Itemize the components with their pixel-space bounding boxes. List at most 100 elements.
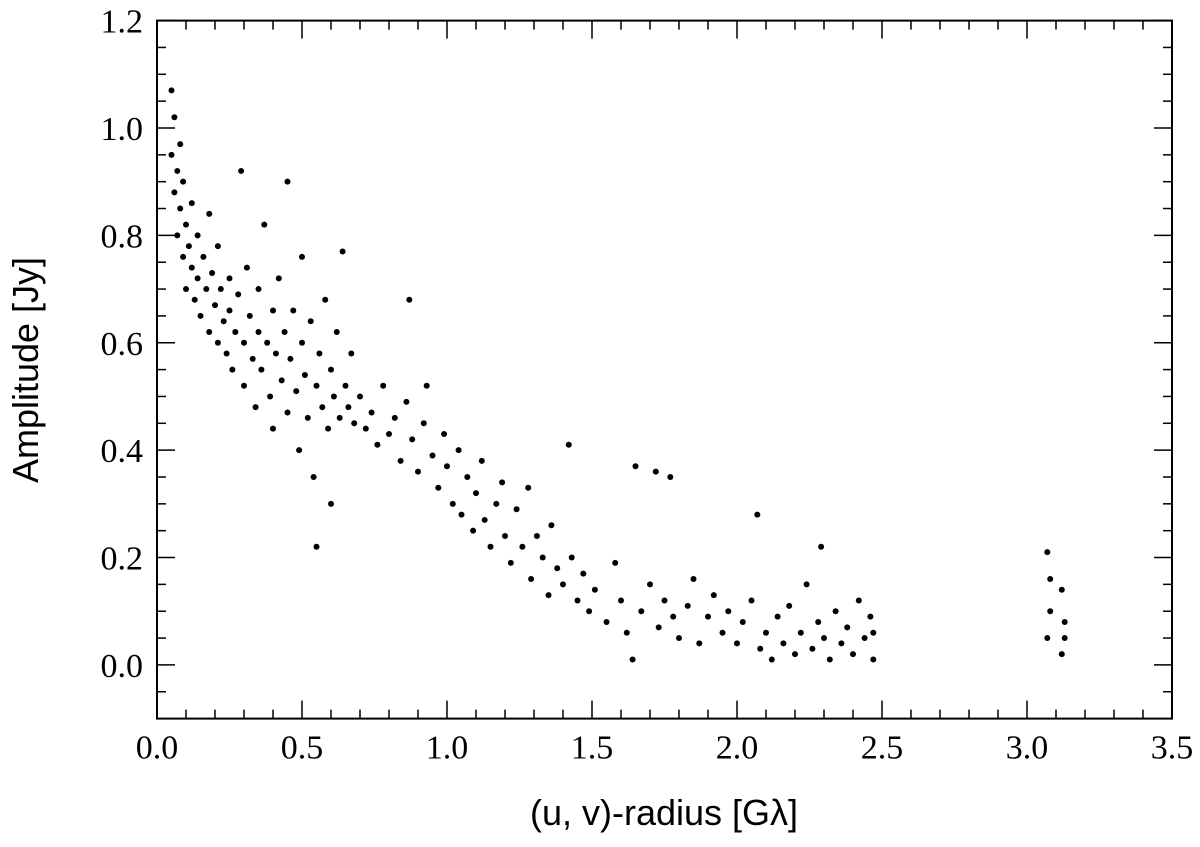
point: [409, 436, 416, 443]
point: [832, 608, 839, 615]
point: [568, 554, 575, 561]
point: [870, 629, 877, 636]
point: [180, 253, 187, 260]
point: [380, 382, 387, 389]
point: [235, 291, 242, 298]
point: [270, 425, 276, 432]
point: [287, 355, 294, 362]
point: [855, 597, 862, 604]
point: [255, 329, 262, 336]
point: [861, 635, 868, 642]
point: [249, 355, 256, 362]
point: [214, 339, 221, 346]
point: [316, 350, 323, 357]
point: [455, 447, 462, 454]
point: [499, 479, 506, 486]
point: [299, 253, 305, 260]
y-tick-label: 1.0: [101, 111, 144, 148]
x-tick-label: 0.5: [281, 730, 324, 767]
point: [574, 597, 581, 604]
plot-frame: [156, 19, 1173, 720]
point: [481, 516, 488, 523]
point: [229, 366, 236, 373]
point: [464, 473, 471, 480]
point: [171, 189, 178, 196]
point: [296, 447, 303, 454]
point: [655, 624, 662, 631]
x-tick-label: 1.5: [571, 730, 614, 767]
point: [217, 286, 224, 293]
x-tick-label: 2.0: [716, 730, 759, 767]
point: [168, 87, 175, 94]
point: [1047, 608, 1054, 615]
point: [272, 350, 279, 357]
point: [299, 339, 305, 346]
point: [478, 457, 485, 464]
point: [647, 581, 653, 588]
point: [339, 248, 346, 255]
point: [313, 382, 320, 389]
point: [603, 618, 610, 625]
point: [1044, 635, 1051, 642]
point: [328, 500, 334, 507]
point: [226, 307, 233, 314]
point: [565, 441, 572, 448]
point: [725, 608, 732, 615]
point: [261, 221, 268, 228]
point: [1047, 576, 1054, 582]
point: [435, 484, 442, 491]
point: [768, 656, 775, 663]
point: [763, 629, 769, 636]
point: [325, 425, 332, 432]
point: [415, 468, 421, 475]
point: [652, 468, 659, 475]
point: [444, 463, 450, 470]
y-axis-label: Amplitude [Jy]: [5, 257, 46, 483]
point: [423, 382, 430, 389]
point: [270, 307, 276, 314]
point: [304, 414, 311, 421]
point: [264, 339, 271, 346]
point: [319, 404, 326, 411]
point: [406, 296, 413, 303]
point: [403, 398, 410, 405]
point: [734, 640, 740, 647]
point: [197, 312, 204, 319]
point: [638, 608, 645, 615]
y-tick-label: 0.0: [101, 648, 144, 685]
point: [200, 253, 207, 260]
point: [177, 141, 184, 148]
point: [676, 635, 682, 642]
point: [618, 597, 624, 604]
point: [696, 640, 703, 647]
point: [493, 500, 500, 507]
point: [797, 629, 804, 636]
point: [333, 329, 340, 336]
point: [206, 210, 213, 217]
point: [623, 629, 630, 636]
point: [487, 543, 494, 550]
point: [351, 420, 358, 427]
point: [345, 404, 352, 411]
point: [348, 350, 355, 357]
point: [754, 511, 761, 518]
point: [301, 371, 308, 378]
point: [223, 350, 230, 357]
point: [183, 286, 189, 293]
point: [844, 624, 851, 631]
point: [667, 473, 674, 480]
point: [174, 167, 181, 174]
point: [206, 329, 213, 336]
point: [290, 307, 297, 314]
y-tick-label: 0.8: [101, 218, 144, 255]
point: [258, 366, 265, 373]
point: [838, 640, 845, 647]
point: [513, 506, 520, 513]
point: [1058, 586, 1065, 593]
point: [284, 178, 291, 185]
point: [174, 232, 181, 239]
point: [391, 414, 398, 421]
point: [661, 597, 668, 604]
point: [632, 463, 639, 470]
